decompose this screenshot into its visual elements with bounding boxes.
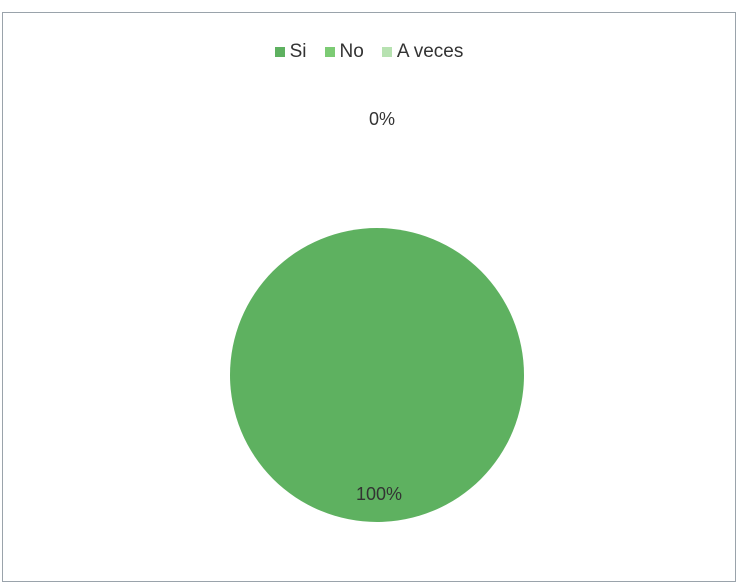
legend-label-si: Si [289,41,307,62]
legend: Si No A veces [3,41,735,63]
data-label-zero: 0% [369,109,395,129]
legend-item-si: Si [274,41,307,63]
legend-label-no: No [339,41,364,62]
legend-swatch-no [324,47,335,57]
chart-area: Si No A veces 0% 100% [2,12,736,582]
legend-item-a-veces: A veces [381,41,464,63]
legend-swatch-a-veces [381,47,392,57]
data-label-hundred: 100% [356,484,402,504]
pie-slice-si [230,228,524,522]
legend-swatch-si [274,47,285,57]
legend-item-no: No [324,41,364,63]
pie-chart: 0% 100% [230,109,524,522]
legend-label-a-veces: A veces [396,41,464,62]
